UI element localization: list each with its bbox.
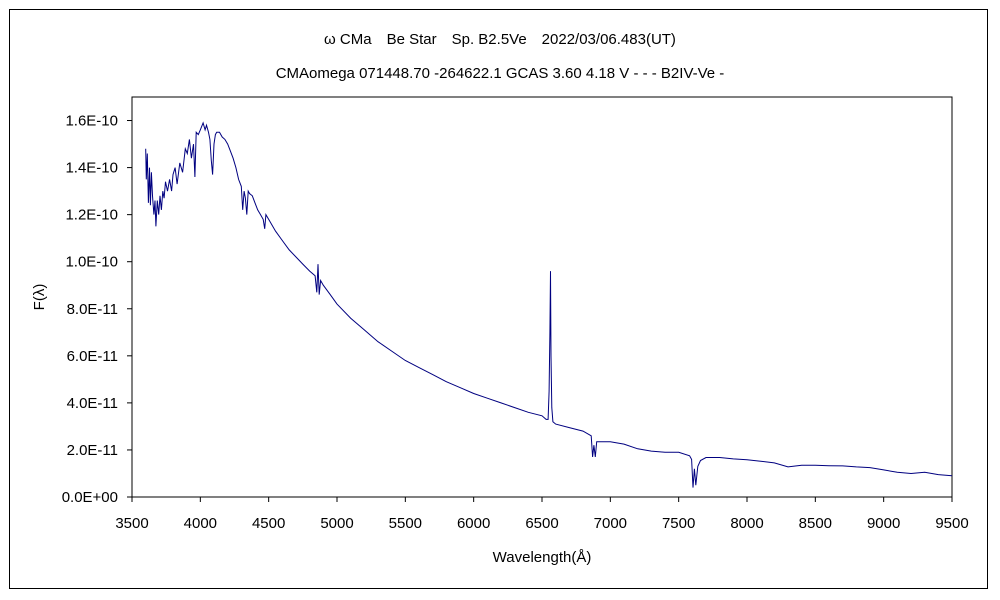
plot-area <box>131 96 953 498</box>
x-axis: 3500 4000 4500 5000 5500 6000 6500 7000 7500 8000… <box>115 497 969 532</box>
chart-subtitle: CMAomega 071448.70 -264622.1 GCAS 3.60 4… <box>276 65 725 82</box>
x-tick-label: 6500 <box>525 515 558 532</box>
x-tick-label: 8500 <box>799 515 832 532</box>
x-tick-label: 4500 <box>252 515 285 532</box>
y-axis: 0.0E+00 2.0E-11 4.0E-11 6.0E-11 8.0E-11 1.0E-… <box>62 113 132 506</box>
x-axis-label: Wavelength(Å) <box>493 549 592 566</box>
y-tick-label: 1.4E-10 <box>65 160 118 177</box>
x-tick-label: 7500 <box>662 515 695 532</box>
spectrum-line <box>145 121 953 488</box>
y-tick-label: 2.0E-11 <box>67 442 118 459</box>
y-tick-label: 6.0E-11 <box>67 348 118 365</box>
chart-title: ω CMa Be Star Sp. B2.5Ve 2022/03/06.483(… <box>324 31 676 48</box>
y-tick-label: 4.0E-11 <box>67 395 118 412</box>
y-tick-label: 1.2E-10 <box>65 207 118 224</box>
x-tick-label: 6000 <box>457 515 490 532</box>
x-tick-label: 9500 <box>935 515 968 532</box>
y-tick-label: 8.0E-11 <box>67 301 118 318</box>
y-axis-label: F(λ) <box>31 284 48 311</box>
x-tick-label: 7000 <box>594 515 627 532</box>
x-tick-label: 5500 <box>389 515 422 532</box>
x-tick-label: 3500 <box>115 515 148 532</box>
x-tick-label: 5000 <box>320 515 353 532</box>
y-tick-label: 1.0E-10 <box>65 254 118 271</box>
y-tick-label: 1.6E-10 <box>65 113 118 130</box>
x-tick-label: 4000 <box>184 515 217 532</box>
y-tick-label: 0.0E+00 <box>62 489 118 506</box>
x-tick-label: 8000 <box>730 515 763 532</box>
chart-frame <box>9 9 988 589</box>
x-tick-label: 9000 <box>867 515 900 532</box>
